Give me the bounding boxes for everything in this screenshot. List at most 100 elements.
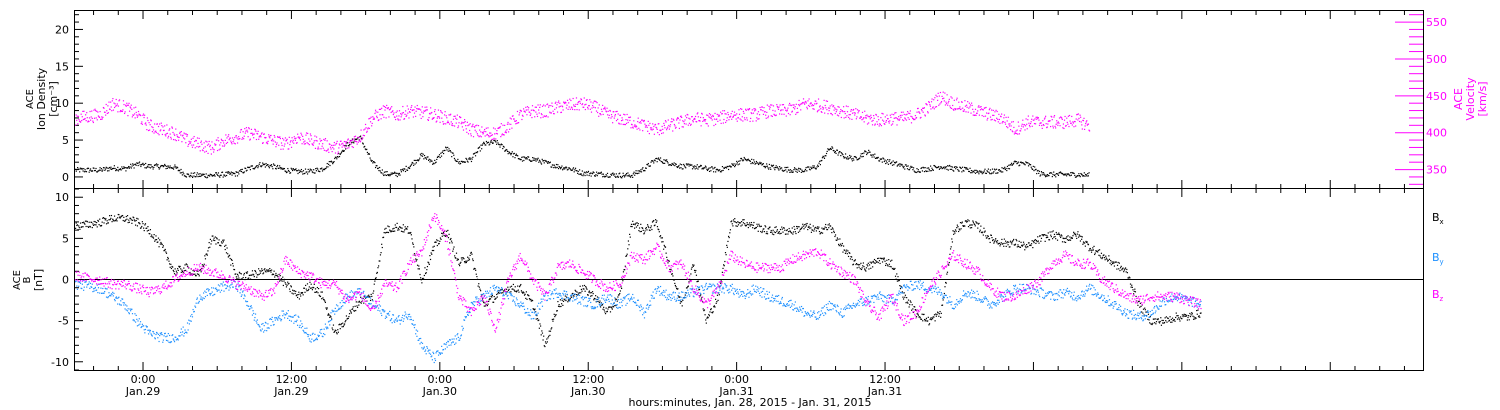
ion-density-point	[208, 174, 210, 177]
velocity-point	[1068, 114, 1071, 117]
bx-point	[342, 322, 344, 324]
velocity-point	[1030, 121, 1032, 123]
ion-density-point	[946, 168, 948, 170]
ion-density-point	[951, 168, 953, 170]
velocity-point	[265, 136, 267, 139]
bx-point	[601, 303, 604, 306]
bx-point	[666, 256, 668, 258]
ion-density-point	[442, 152, 445, 155]
velocity-point	[585, 99, 588, 101]
velocity-point	[269, 137, 271, 139]
velocity-point	[445, 123, 447, 125]
ion-density-point	[444, 149, 446, 152]
ion-density-point	[712, 168, 714, 170]
ion-density-point	[572, 167, 575, 169]
velocity-point	[174, 134, 176, 136]
velocity-point	[1081, 128, 1083, 130]
bx-point	[114, 220, 116, 222]
ion-density-point	[281, 168, 283, 170]
ion-density-point	[168, 166, 170, 168]
velocity-point	[590, 111, 593, 113]
ion-density-point	[998, 169, 1000, 171]
velocity-point	[1049, 120, 1051, 122]
ion-density-point	[615, 176, 617, 178]
bx-point	[657, 228, 659, 230]
velocity-point	[376, 116, 378, 119]
velocity-point	[526, 106, 529, 108]
bx-point	[117, 213, 119, 216]
ion-density-point	[691, 168, 694, 170]
ion-density-point	[1038, 170, 1041, 172]
velocity-point	[506, 129, 508, 131]
bx-point	[293, 290, 295, 292]
bx-point	[215, 237, 218, 239]
velocity-point	[941, 95, 943, 97]
velocity-point	[556, 111, 559, 113]
velocity-point	[687, 124, 689, 126]
ion-density-point	[145, 167, 147, 169]
ion-density-point	[501, 144, 503, 146]
ion-density-point	[825, 155, 827, 157]
velocity-point	[911, 116, 913, 118]
bx-point	[735, 225, 737, 227]
velocity-point	[656, 127, 658, 129]
ion-density-point	[844, 156, 846, 158]
ion-density-point	[562, 169, 564, 171]
velocity-point	[170, 138, 172, 140]
ion-density-point	[431, 160, 433, 162]
ion-density-point	[358, 139, 360, 141]
bx-point	[412, 242, 414, 244]
velocity-point	[350, 143, 352, 145]
velocity-point	[1021, 123, 1023, 125]
velocity-point	[907, 117, 909, 119]
velocity-point	[681, 126, 683, 128]
velocity-point	[613, 111, 615, 113]
ion-density-point	[702, 168, 705, 170]
velocity-point	[202, 147, 205, 149]
bx-point	[661, 237, 664, 239]
ion-density-point	[254, 167, 256, 169]
ion-density-point	[336, 158, 338, 160]
velocity-point	[555, 107, 558, 109]
ion-density-point	[1066, 173, 1068, 175]
velocity-point	[293, 136, 295, 138]
velocity-point	[274, 136, 276, 138]
bx-point	[726, 244, 728, 246]
bx-point	[295, 295, 297, 297]
velocity-point	[1002, 121, 1004, 123]
ion-density-point	[802, 170, 804, 173]
velocity-point	[310, 138, 313, 140]
bx-point	[795, 232, 797, 235]
bx-point	[98, 223, 100, 226]
ion-density-point	[370, 160, 373, 162]
velocity-point	[896, 118, 899, 120]
ion-density-point	[895, 161, 898, 163]
velocity-point	[581, 103, 583, 106]
velocity-point	[359, 141, 362, 143]
ion-density-point	[81, 168, 84, 170]
bottom-left-tick-label: -5	[58, 315, 69, 328]
ion-density-point	[257, 167, 259, 169]
velocity-point	[782, 104, 785, 106]
ion-density-point	[451, 152, 454, 154]
ion-density-point	[1068, 174, 1070, 176]
velocity-point	[562, 109, 564, 111]
ion-density-point	[768, 168, 770, 170]
ion-density-point	[80, 168, 82, 170]
bx-point	[871, 261, 873, 263]
velocity-point	[1018, 133, 1021, 135]
ion-density-point	[102, 167, 105, 169]
velocity-point	[937, 92, 939, 94]
bx-point	[385, 227, 387, 229]
bx-point	[371, 299, 374, 301]
ion-density-point	[806, 170, 808, 172]
velocity-point	[363, 135, 366, 137]
velocity-point	[145, 122, 147, 124]
ion-density-point	[1030, 166, 1032, 168]
velocity-point	[939, 91, 942, 94]
ion-density-point	[379, 166, 381, 169]
velocity-point	[1004, 121, 1006, 123]
ion-density-point	[855, 157, 858, 159]
ion-density-point	[730, 166, 732, 168]
bx-point	[740, 225, 742, 227]
